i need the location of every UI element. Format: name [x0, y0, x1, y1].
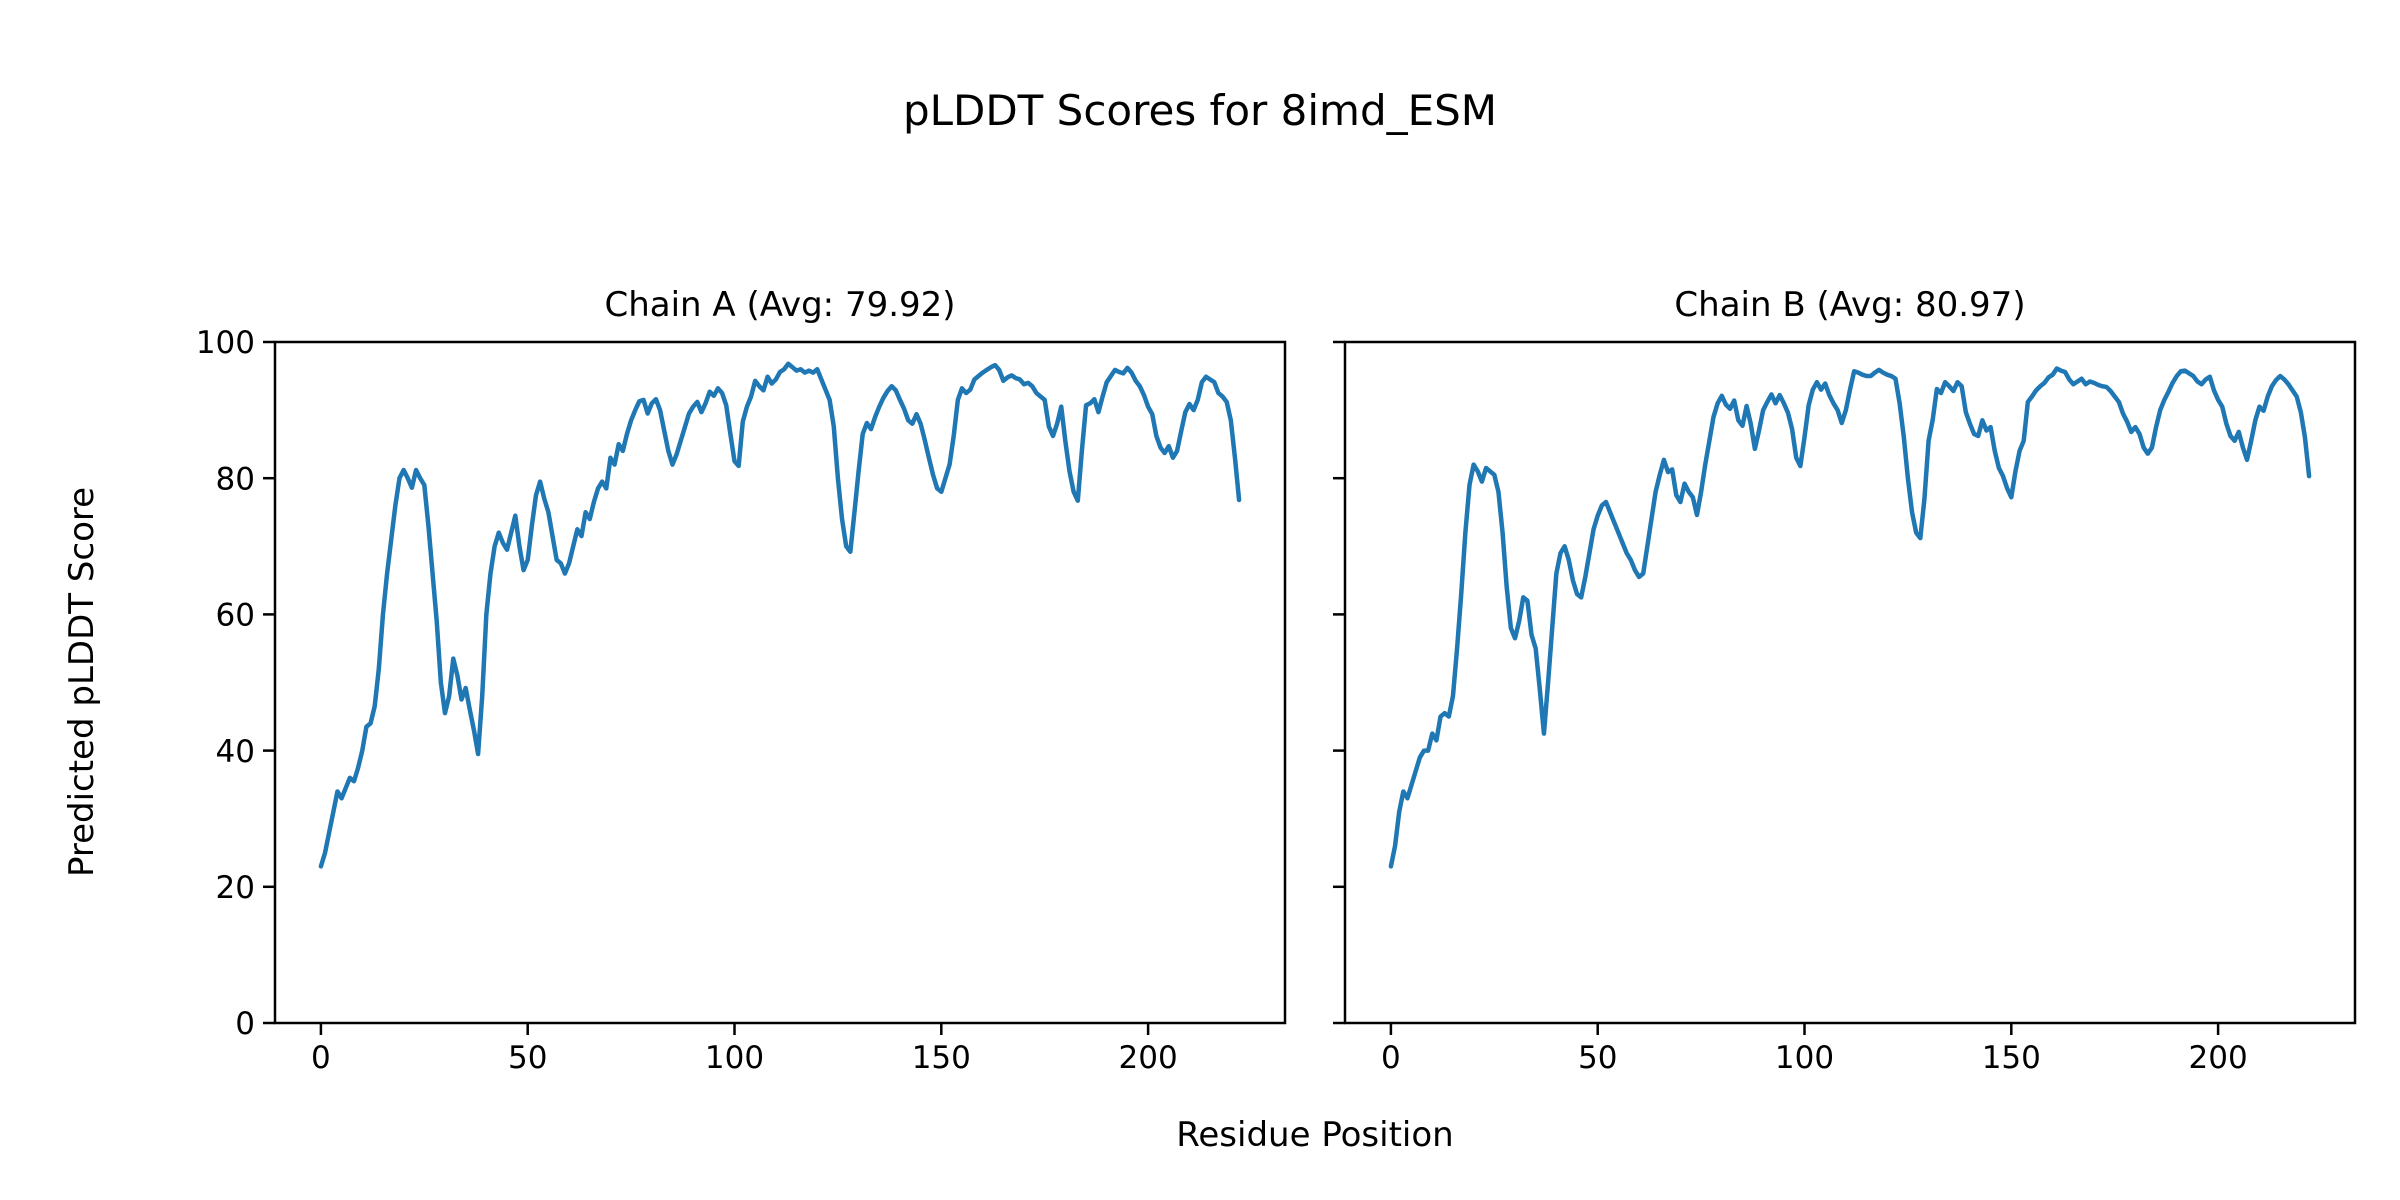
x-tick-label: 0: [311, 1040, 331, 1076]
x-tick-label: 50: [1578, 1040, 1617, 1076]
figure-title: pLDDT Scores for 8imd_ESM: [902, 86, 1498, 135]
x-tick-label: 150: [912, 1040, 971, 1076]
y-tick-label: 20: [216, 870, 255, 906]
x-tick-label: 100: [705, 1040, 764, 1076]
x-tick-label: 200: [1119, 1040, 1178, 1076]
y-tick-label: 0: [235, 1006, 255, 1042]
y-tick-label: 80: [216, 461, 255, 497]
x-axis-label: Residue Position: [1176, 1115, 1454, 1155]
y-tick-label: 40: [216, 734, 255, 770]
plddt-line-chain-a: [318, 361, 1242, 869]
x-tick-label: 100: [1775, 1040, 1834, 1076]
x-tick-label: 200: [2189, 1040, 2248, 1076]
x-tick-label: 0: [1381, 1040, 1401, 1076]
x-tick-label: 50: [508, 1040, 547, 1076]
y-tick-label: 100: [196, 325, 255, 361]
chain-b-title: Chain B (Avg: 80.97): [1674, 285, 2026, 325]
axes-box-chain-b: [1343, 340, 2357, 1025]
chain-a-title: Chain A (Avg: 79.92): [604, 285, 956, 325]
y-tick-label: 60: [216, 598, 255, 634]
plddt-line-chain-b: [1388, 366, 2312, 869]
axes-box-chain-a: [273, 340, 1287, 1025]
x-tick-label: 150: [1982, 1040, 2041, 1076]
